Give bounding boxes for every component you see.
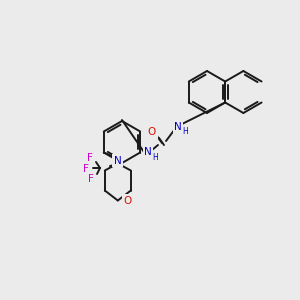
Text: N: N bbox=[144, 147, 152, 157]
Text: F: F bbox=[87, 153, 93, 163]
Text: F: F bbox=[88, 174, 94, 184]
Text: H: H bbox=[152, 152, 158, 161]
Text: O: O bbox=[148, 127, 156, 137]
Text: H: H bbox=[182, 128, 188, 136]
Text: F: F bbox=[83, 164, 89, 174]
Text: N: N bbox=[114, 155, 122, 166]
Text: O: O bbox=[124, 196, 132, 206]
Text: N: N bbox=[174, 122, 182, 132]
